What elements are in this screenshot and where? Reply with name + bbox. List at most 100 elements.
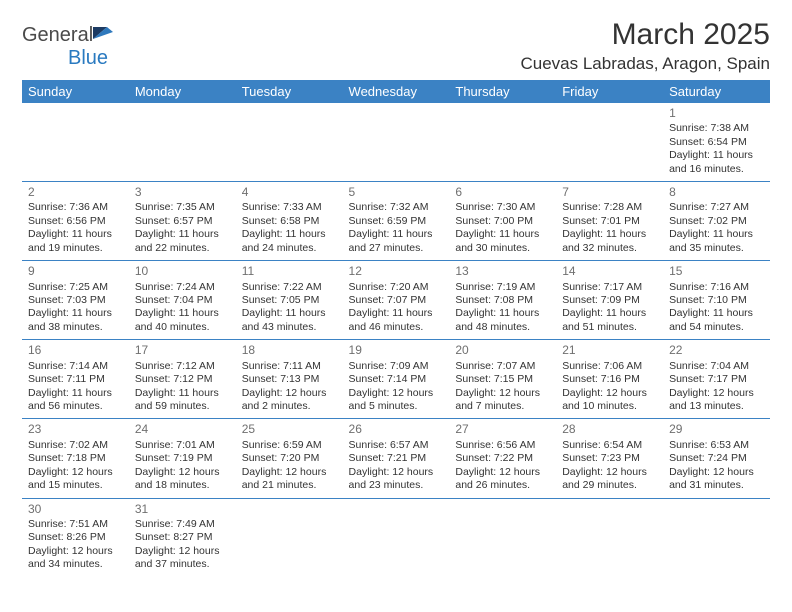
weekday-header: Tuesday: [236, 80, 343, 103]
daylight-text: and 38 minutes.: [28, 321, 123, 334]
daylight-text: Daylight: 12 hours: [562, 387, 657, 400]
day-number: 28: [562, 422, 657, 437]
day-number: 15: [669, 264, 764, 279]
calendar-empty: [343, 498, 450, 577]
daylight-text: and 37 minutes.: [135, 558, 230, 571]
sunrise-text: Sunrise: 7:36 AM: [28, 201, 123, 214]
calendar-row: 16Sunrise: 7:14 AMSunset: 7:11 PMDayligh…: [22, 340, 770, 419]
daylight-text: and 43 minutes.: [242, 321, 337, 334]
daylight-text: Daylight: 11 hours: [28, 228, 123, 241]
daylight-text: and 13 minutes.: [669, 400, 764, 413]
calendar-empty: [556, 498, 663, 577]
day-number: 26: [349, 422, 444, 437]
sunrise-text: Sunrise: 7:04 AM: [669, 360, 764, 373]
sunset-text: Sunset: 7:12 PM: [135, 373, 230, 386]
daylight-text: Daylight: 12 hours: [349, 466, 444, 479]
day-number: 22: [669, 343, 764, 358]
daylight-text: and 30 minutes.: [455, 242, 550, 255]
daylight-text: Daylight: 11 hours: [135, 228, 230, 241]
daylight-text: and 29 minutes.: [562, 479, 657, 492]
daylight-text: Daylight: 12 hours: [28, 466, 123, 479]
calendar-day: 23Sunrise: 7:02 AMSunset: 7:18 PMDayligh…: [22, 419, 129, 498]
sunset-text: Sunset: 7:04 PM: [135, 294, 230, 307]
sunset-text: Sunset: 7:01 PM: [562, 215, 657, 228]
day-number: 10: [135, 264, 230, 279]
daylight-text: Daylight: 12 hours: [135, 466, 230, 479]
daylight-text: and 59 minutes.: [135, 400, 230, 413]
day-number: 4: [242, 185, 337, 200]
calendar-day: 26Sunrise: 6:57 AMSunset: 7:21 PMDayligh…: [343, 419, 450, 498]
sunset-text: Sunset: 7:00 PM: [455, 215, 550, 228]
logo: General Blue: [22, 24, 115, 70]
daylight-text: Daylight: 11 hours: [135, 387, 230, 400]
calendar-day: 24Sunrise: 7:01 AMSunset: 7:19 PMDayligh…: [129, 419, 236, 498]
daylight-text: and 19 minutes.: [28, 242, 123, 255]
day-number: 1: [669, 106, 764, 121]
daylight-text: Daylight: 11 hours: [562, 307, 657, 320]
calendar-day: 10Sunrise: 7:24 AMSunset: 7:04 PMDayligh…: [129, 261, 236, 340]
calendar-day: 21Sunrise: 7:06 AMSunset: 7:16 PMDayligh…: [556, 340, 663, 419]
calendar-day: 2Sunrise: 7:36 AMSunset: 6:56 PMDaylight…: [22, 182, 129, 261]
sunset-text: Sunset: 6:56 PM: [28, 215, 123, 228]
sunrise-text: Sunrise: 7:32 AM: [349, 201, 444, 214]
daylight-text: and 48 minutes.: [455, 321, 550, 334]
logo-text: General Blue: [22, 24, 115, 70]
calendar-row: 1Sunrise: 7:38 AMSunset: 6:54 PMDaylight…: [22, 103, 770, 182]
daylight-text: and 18 minutes.: [135, 479, 230, 492]
calendar-empty: [236, 103, 343, 182]
weekday-header: Monday: [129, 80, 236, 103]
sunrise-text: Sunrise: 7:30 AM: [455, 201, 550, 214]
daylight-text: and 46 minutes.: [349, 321, 444, 334]
daylight-text: Daylight: 11 hours: [669, 228, 764, 241]
daylight-text: and 2 minutes.: [242, 400, 337, 413]
calendar-row: 9Sunrise: 7:25 AMSunset: 7:03 PMDaylight…: [22, 261, 770, 340]
calendar-day: 9Sunrise: 7:25 AMSunset: 7:03 PMDaylight…: [22, 261, 129, 340]
daylight-text: Daylight: 12 hours: [349, 387, 444, 400]
sunset-text: Sunset: 7:22 PM: [455, 452, 550, 465]
sunset-text: Sunset: 8:27 PM: [135, 531, 230, 544]
daylight-text: and 24 minutes.: [242, 242, 337, 255]
daylight-text: Daylight: 12 hours: [455, 387, 550, 400]
daylight-text: Daylight: 11 hours: [349, 307, 444, 320]
sunset-text: Sunset: 7:03 PM: [28, 294, 123, 307]
daylight-text: and 54 minutes.: [669, 321, 764, 334]
weekday-header: Saturday: [663, 80, 770, 103]
sunrise-text: Sunrise: 7:06 AM: [562, 360, 657, 373]
day-number: 16: [28, 343, 123, 358]
calendar-row: 30Sunrise: 7:51 AMSunset: 8:26 PMDayligh…: [22, 498, 770, 577]
calendar-day: 7Sunrise: 7:28 AMSunset: 7:01 PMDaylight…: [556, 182, 663, 261]
sunrise-text: Sunrise: 7:28 AM: [562, 201, 657, 214]
daylight-text: Daylight: 11 hours: [562, 228, 657, 241]
calendar-day: 6Sunrise: 7:30 AMSunset: 7:00 PMDaylight…: [449, 182, 556, 261]
sunset-text: Sunset: 7:05 PM: [242, 294, 337, 307]
day-number: 18: [242, 343, 337, 358]
sunrise-text: Sunrise: 6:57 AM: [349, 439, 444, 452]
weekday-row: Sunday Monday Tuesday Wednesday Thursday…: [22, 80, 770, 103]
daylight-text: and 51 minutes.: [562, 321, 657, 334]
calendar-row: 2Sunrise: 7:36 AMSunset: 6:56 PMDaylight…: [22, 182, 770, 261]
calendar-day: 13Sunrise: 7:19 AMSunset: 7:08 PMDayligh…: [449, 261, 556, 340]
sunrise-text: Sunrise: 7:17 AM: [562, 281, 657, 294]
day-number: 20: [455, 343, 550, 358]
sunrise-text: Sunrise: 7:38 AM: [669, 122, 764, 135]
calendar-empty: [343, 103, 450, 182]
calendar-day: 14Sunrise: 7:17 AMSunset: 7:09 PMDayligh…: [556, 261, 663, 340]
day-number: 27: [455, 422, 550, 437]
sunset-text: Sunset: 6:57 PM: [135, 215, 230, 228]
calendar-day: 1Sunrise: 7:38 AMSunset: 6:54 PMDaylight…: [663, 103, 770, 182]
day-number: 14: [562, 264, 657, 279]
sunset-text: Sunset: 7:20 PM: [242, 452, 337, 465]
logo-flag-icon: [93, 24, 115, 47]
calendar-day: 27Sunrise: 6:56 AMSunset: 7:22 PMDayligh…: [449, 419, 556, 498]
daylight-text: and 22 minutes.: [135, 242, 230, 255]
daylight-text: and 26 minutes.: [455, 479, 550, 492]
daylight-text: Daylight: 11 hours: [28, 387, 123, 400]
day-number: 5: [349, 185, 444, 200]
location: Cuevas Labradas, Aragon, Spain: [520, 54, 770, 74]
day-number: 25: [242, 422, 337, 437]
calendar-day: 3Sunrise: 7:35 AMSunset: 6:57 PMDaylight…: [129, 182, 236, 261]
sunrise-text: Sunrise: 7:35 AM: [135, 201, 230, 214]
daylight-text: Daylight: 12 hours: [242, 387, 337, 400]
calendar-day: 16Sunrise: 7:14 AMSunset: 7:11 PMDayligh…: [22, 340, 129, 419]
daylight-text: Daylight: 12 hours: [669, 466, 764, 479]
